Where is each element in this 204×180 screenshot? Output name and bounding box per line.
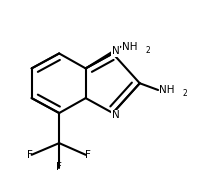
Text: N: N — [112, 46, 120, 56]
Text: NH: NH — [122, 42, 138, 52]
Text: NH: NH — [159, 85, 175, 95]
Text: F: F — [85, 150, 91, 160]
Text: 2: 2 — [183, 89, 187, 98]
Text: N: N — [112, 110, 120, 120]
Text: F: F — [56, 161, 62, 172]
Text: F: F — [27, 150, 32, 160]
Text: 2: 2 — [146, 46, 151, 55]
